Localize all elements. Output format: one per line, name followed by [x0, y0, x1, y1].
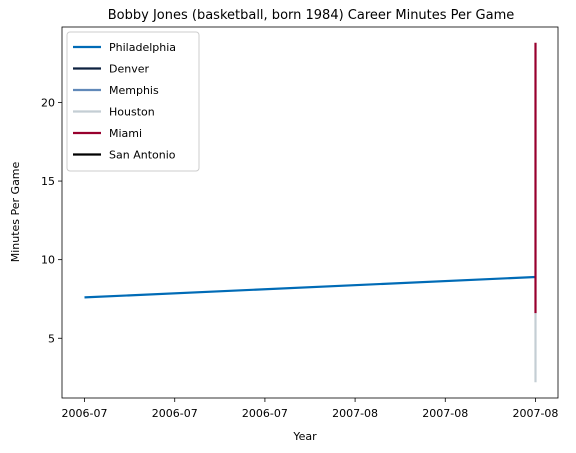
x-tick-label: 2006-07 [62, 407, 108, 420]
x-tick-label: 2007-08 [332, 407, 378, 420]
legend-label: Houston [109, 106, 155, 119]
legend-label: Philadelphia [109, 41, 176, 54]
y-tick-label: 20 [41, 96, 55, 109]
legend-box [66, 31, 200, 172]
series-line-0 [84, 275, 536, 299]
y-tick-label: 10 [41, 254, 55, 267]
x-tick-label: 2006-07 [152, 407, 198, 420]
legend-label: Miami [109, 127, 142, 140]
legend-label: San Antonio [109, 149, 176, 162]
chart-title: Bobby Jones (basketball, born 1984) Care… [108, 8, 514, 23]
y-axis: 5 10 15 20 [41, 96, 62, 345]
legend-label: Memphis [109, 84, 159, 97]
legend: Philadelphia Denver Memphis Houston Miami San… [66, 31, 200, 172]
x-axis: 2006-07 2006-07 2006-07 2007-08 2007-08 2007-… [62, 398, 558, 420]
y-tick-label: 5 [48, 332, 55, 345]
y-tick-label: 15 [41, 175, 55, 188]
x-tick-label: 2007-08 [422, 407, 468, 420]
plot-area [84, 42, 537, 383]
x-tick-label: 2006-07 [242, 407, 288, 420]
plot-frame [61, 26, 559, 399]
y-axis-label: Minutes Per Game [9, 161, 22, 262]
legend-label: Denver [109, 63, 149, 76]
x-tick-label: 2007-08 [512, 407, 558, 420]
x-axis-label: Year [292, 430, 317, 443]
